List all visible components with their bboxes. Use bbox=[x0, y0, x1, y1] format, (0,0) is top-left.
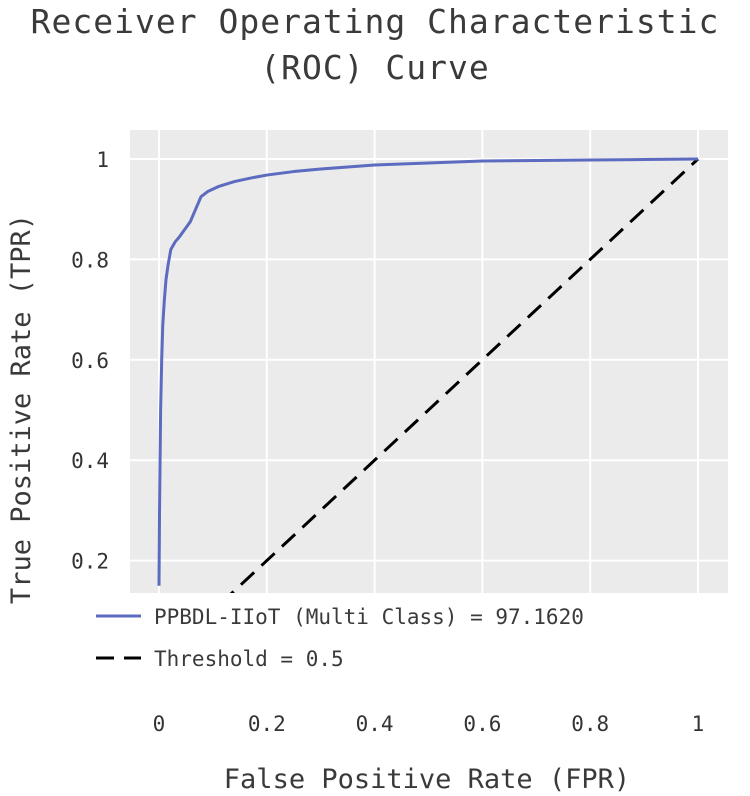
chart-title-line-2: (ROC) Curve bbox=[260, 48, 490, 87]
y-tick-label: 0.2 bbox=[71, 550, 109, 574]
x-axis-label: False Positive Rate (FPR) bbox=[224, 764, 630, 795]
legend-box bbox=[85, 593, 728, 689]
y-tick-label: 0.6 bbox=[71, 349, 109, 373]
y-tick-label: 0.8 bbox=[71, 248, 109, 272]
chart-title-line-1: Receiver Operating Characteristic bbox=[30, 2, 720, 41]
x-tick-label: 0.8 bbox=[571, 712, 609, 736]
legend: PPBDL-IIoT (Multi Class) = 97.1620 Thresh… bbox=[85, 593, 728, 689]
threshold-line bbox=[157, 157, 700, 663]
x-tick-label: 0.2 bbox=[248, 712, 286, 736]
y-tick-label: 0.4 bbox=[71, 449, 109, 473]
y-tick-label: 1 bbox=[96, 148, 109, 172]
legend-threshold-label: Threshold = 0.5 bbox=[154, 647, 344, 671]
roc-curve-line bbox=[157, 157, 699, 586]
x-tick-label: 0.6 bbox=[463, 712, 501, 736]
x-tick-label: 0 bbox=[153, 712, 166, 736]
y-axis-label: True Positive Rate (TPR) bbox=[6, 214, 37, 604]
legend-roc-label: PPBDL-IIoT (Multi Class) = 97.1620 bbox=[154, 605, 584, 629]
x-tick-label: 1 bbox=[692, 712, 705, 736]
x-tick-label: 0.4 bbox=[356, 712, 394, 736]
